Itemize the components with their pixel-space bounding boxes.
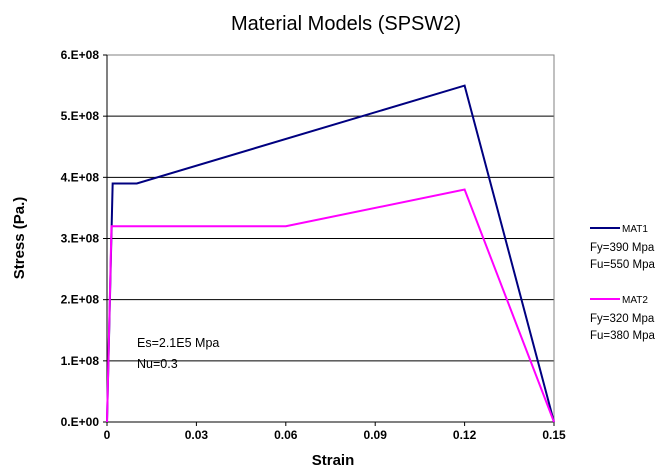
annotation-es: Es=2.1E5 Mpa [137,336,219,350]
legend-note-fu-mat1: Fu=550 Mpa [590,259,655,271]
legend-label-mat1: MAT1 [622,224,648,235]
x-tick-label: 0 [104,428,111,442]
x-tick-label: 0.06 [274,428,298,442]
y-tick-label: 4.E+08 [61,170,100,184]
y-tick-label: 3.E+08 [61,232,100,246]
y-tick-label: 6.E+08 [61,48,100,62]
legend-note-fy-mat1: Fy=390 Mpa [590,242,655,254]
x-axis-title: Strain [312,452,355,469]
y-tick-label: 0.E+00 [61,415,100,429]
x-tick-label: 0.09 [364,428,388,442]
series-line-mat2 [106,188,555,423]
legend-label-mat2: MAT2 [622,295,648,306]
annotation-nu: Nu=0.3 [137,357,178,371]
x-tick-label: 0.03 [185,428,209,442]
x-axis: 0 0.03 0.06 0.09 0.12 0.15 [104,421,566,442]
chart-title: Material Models (SPSW2) [231,13,461,35]
y-tick-label: 1.E+08 [61,354,100,368]
legend-note-fy-mat2: Fy=320 Mpa [590,313,655,325]
y-tick-label: 2.E+08 [61,293,100,307]
x-tick-label: 0.15 [542,428,566,442]
x-tick-label: 0.12 [453,428,477,442]
legend: MAT1 Fy=390 Mpa Fu=550 Mpa MAT2 Fy=320 M… [590,224,655,342]
legend-note-fu-mat2: Fu=380 Mpa [590,330,655,342]
series-lines [106,84,555,423]
y-axis-title: Stress (Pa.) [11,197,28,280]
y-tick-label: 5.E+08 [61,109,100,123]
y-axis: 0.E+00 1.E+08 2.E+08 3.E+08 4.E+08 5.E+08 6.E+… [61,48,108,429]
